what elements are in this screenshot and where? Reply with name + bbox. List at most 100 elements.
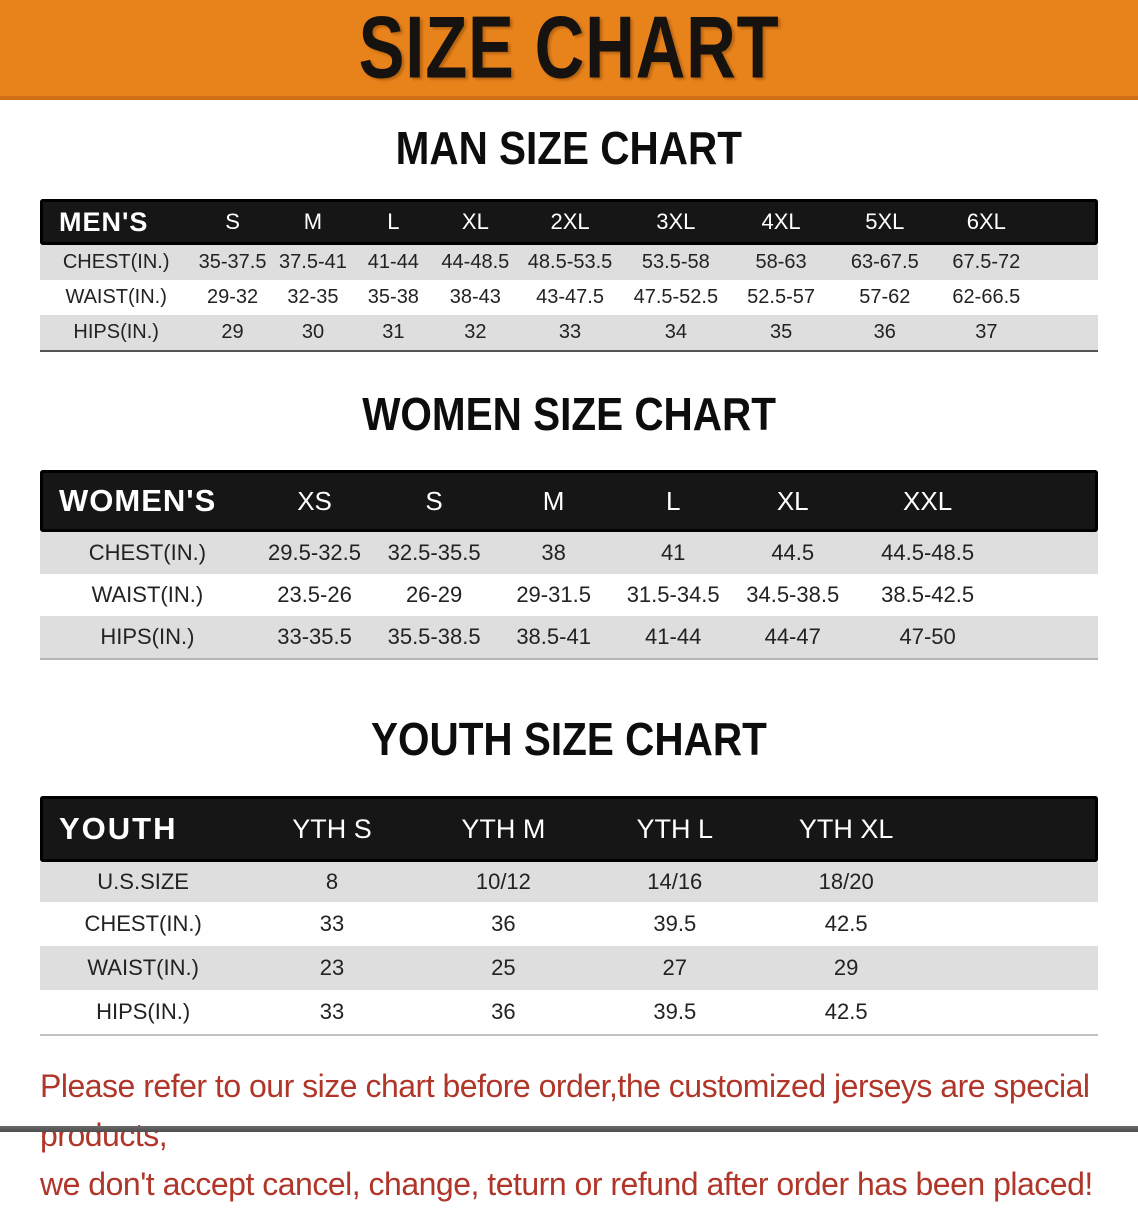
- value-cell: 33: [246, 902, 418, 946]
- mens-table-header-row: MEN'S S M L XL 2XL 3XL 4XL 5XL 6XL: [40, 199, 1098, 245]
- youth-chest-row: CHEST(IN.) 33 36 39.5 42.5: [40, 902, 1098, 946]
- row-label: U.S.SIZE: [40, 862, 247, 902]
- value-cell: 67.5-72: [936, 245, 1037, 280]
- size-column-header: YTH L: [589, 796, 761, 862]
- size-column-header: M: [493, 470, 614, 532]
- size-column-header: XS: [254, 470, 375, 532]
- youth-table-header-row: YOUTH YTH S YTH M YTH L YTH XL: [40, 796, 1098, 862]
- womens-table-header-row: WOMEN'S XS S M L XL XXL: [40, 470, 1098, 532]
- spacer-cell: [931, 902, 1098, 946]
- womens-size-table: WOMEN'S XS S M L XL XXL CHEST(IN.) 29.5-…: [40, 470, 1098, 660]
- value-cell: 43-47.5: [517, 280, 623, 315]
- row-label: CHEST(IN.): [40, 902, 247, 946]
- value-cell: 34: [622, 315, 729, 350]
- youth-size-table: YOUTH YTH S YTH M YTH L YTH XL U.S.SIZE …: [40, 796, 1098, 1036]
- size-chart-banner: SIZE CHART: [0, 0, 1138, 100]
- value-cell: 36: [833, 315, 937, 350]
- value-cell: 35-38: [353, 280, 434, 315]
- youth-table-corner-label: YOUTH: [40, 796, 247, 862]
- bottom-edge-strip: [0, 1126, 1138, 1132]
- youth-section-heading-text: YOUTH SIZE CHART: [371, 713, 767, 765]
- spacer-cell: [1002, 616, 1098, 658]
- spacer-cell: [931, 946, 1098, 990]
- value-cell: 37.5-41: [272, 245, 354, 280]
- value-cell: 33-35.5: [254, 616, 375, 658]
- value-cell: 57-62: [833, 280, 937, 315]
- size-column-header: YTH S: [246, 796, 418, 862]
- spacer-cell: [931, 862, 1098, 902]
- value-cell: 53.5-58: [622, 245, 729, 280]
- value-cell: 37: [936, 315, 1037, 350]
- value-cell: 38.5-41: [493, 616, 614, 658]
- spacer-cell: [1002, 532, 1098, 574]
- row-label: HIPS(IN.): [40, 616, 255, 658]
- size-column-header: XL: [732, 470, 853, 532]
- row-label: WAIST(IN.): [40, 280, 193, 315]
- value-cell: 30: [272, 315, 354, 350]
- row-label: HIPS(IN.): [40, 315, 193, 350]
- size-column-header: YTH M: [417, 796, 590, 862]
- spacer-cell: [1036, 315, 1098, 350]
- value-cell: 41: [613, 532, 733, 574]
- women-section-heading: WOMEN SIZE CHART: [0, 390, 1138, 447]
- mens-hips-row: HIPS(IN.) 29 30 31 32 33 34 35 36 37: [40, 315, 1098, 350]
- value-cell: 44.5-48.5: [852, 532, 1003, 574]
- youth-ussize-row: U.S.SIZE 8 10/12 14/16 18/20: [40, 862, 1098, 902]
- value-cell: 35: [728, 315, 834, 350]
- banner-title: SIZE CHART: [358, 0, 780, 97]
- row-label: WAIST(IN.): [40, 946, 247, 990]
- value-cell: 32.5-35.5: [374, 532, 494, 574]
- value-cell: 44.5: [732, 532, 853, 574]
- womens-chest-row: CHEST(IN.) 29.5-32.5 32.5-35.5 38 41 44.…: [40, 532, 1098, 574]
- mens-table-corner-label: MEN'S: [40, 199, 193, 245]
- value-cell: 35.5-38.5: [374, 616, 494, 658]
- value-cell: 31: [353, 315, 434, 350]
- youth-hips-row: HIPS(IN.) 33 36 39.5 42.5: [40, 990, 1098, 1034]
- row-label: CHEST(IN.): [40, 245, 193, 280]
- value-cell: 41-44: [353, 245, 434, 280]
- womens-waist-row: WAIST(IN.) 23.5-26 26-29 29-31.5 31.5-34…: [40, 574, 1098, 616]
- value-cell: 29-31.5: [493, 574, 614, 616]
- spacer-cell: [1002, 574, 1098, 616]
- size-column-header: L: [353, 199, 434, 245]
- row-label: HIPS(IN.): [40, 990, 247, 1034]
- size-column-header: 2XL: [517, 199, 623, 245]
- size-column-header: M: [272, 199, 354, 245]
- size-column-header: L: [613, 470, 733, 532]
- size-column-header: 5XL: [833, 199, 937, 245]
- value-cell: 14/16: [589, 862, 761, 902]
- value-cell: 8: [246, 862, 418, 902]
- womens-table-corner-label: WOMEN'S: [40, 470, 255, 532]
- size-column-header: S: [374, 470, 494, 532]
- value-cell: 32: [433, 315, 518, 350]
- youth-waist-row: WAIST(IN.) 23 25 27 29: [40, 946, 1098, 990]
- value-cell: 38-43: [433, 280, 518, 315]
- value-cell: 31.5-34.5: [613, 574, 733, 616]
- womens-hips-row: HIPS(IN.) 33-35.5 35.5-38.5 38.5-41 41-4…: [40, 616, 1098, 658]
- size-column-header: 3XL: [622, 199, 729, 245]
- disclaimer-line-1: Please refer to our size chart before or…: [40, 1068, 1090, 1153]
- spacer-cell: [1036, 280, 1098, 315]
- value-cell: 38.5-42.5: [852, 574, 1003, 616]
- disclaimer-text: Please refer to our size chart before or…: [40, 1062, 1138, 1209]
- value-cell: 39.5: [589, 990, 761, 1034]
- value-cell: 48.5-53.5: [517, 245, 623, 280]
- value-cell: 34.5-38.5: [732, 574, 853, 616]
- value-cell: 23.5-26: [254, 574, 375, 616]
- size-column-header: YTH XL: [760, 796, 932, 862]
- mens-size-table: MEN'S S M L XL 2XL 3XL 4XL 5XL 6XL CHEST…: [40, 199, 1098, 352]
- value-cell: 47-50: [852, 616, 1003, 658]
- value-cell: 39.5: [589, 902, 761, 946]
- value-cell: 38: [493, 532, 614, 574]
- value-cell: 33: [517, 315, 623, 350]
- row-label: WAIST(IN.): [40, 574, 255, 616]
- value-cell: 29: [192, 315, 273, 350]
- header-spacer-cell: [1002, 470, 1098, 532]
- women-section-heading-text: WOMEN SIZE CHART: [362, 388, 776, 440]
- value-cell: 26-29: [374, 574, 494, 616]
- value-cell: 33: [246, 990, 418, 1034]
- spacer-cell: [1036, 245, 1098, 280]
- value-cell: 44-48.5: [433, 245, 518, 280]
- row-label: CHEST(IN.): [40, 532, 255, 574]
- value-cell: 63-67.5: [833, 245, 937, 280]
